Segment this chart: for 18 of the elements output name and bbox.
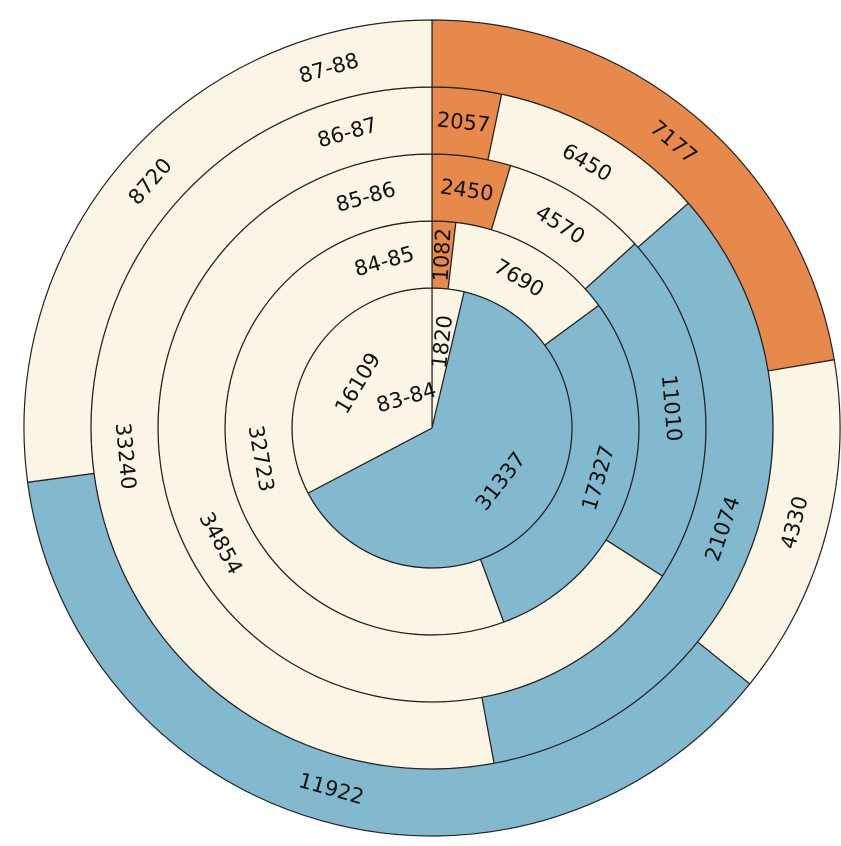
data-label: 2450 <box>438 174 496 206</box>
data-label: 32723 <box>244 424 279 494</box>
data-label: 4330 <box>776 494 813 552</box>
data-label: 21074 <box>700 493 745 564</box>
slice-label: 86-87 <box>314 112 380 152</box>
data-label: 33240 <box>110 422 141 490</box>
data-label: 11010 <box>656 374 686 442</box>
data-label: 4570 <box>531 200 590 249</box>
data-label: 11922 <box>296 768 367 810</box>
data-label: 1820 <box>427 314 458 370</box>
slice-label: 84-85 <box>352 241 417 282</box>
data-label: 6450 <box>558 138 616 186</box>
slice-label: 83-84 <box>374 377 439 418</box>
data-label: 17327 <box>577 442 620 514</box>
slice-label: 85-86 <box>333 176 398 217</box>
data-label: 1082 <box>428 227 456 282</box>
slice-label: 87-88 <box>296 48 362 88</box>
data-label: 2057 <box>436 107 492 137</box>
